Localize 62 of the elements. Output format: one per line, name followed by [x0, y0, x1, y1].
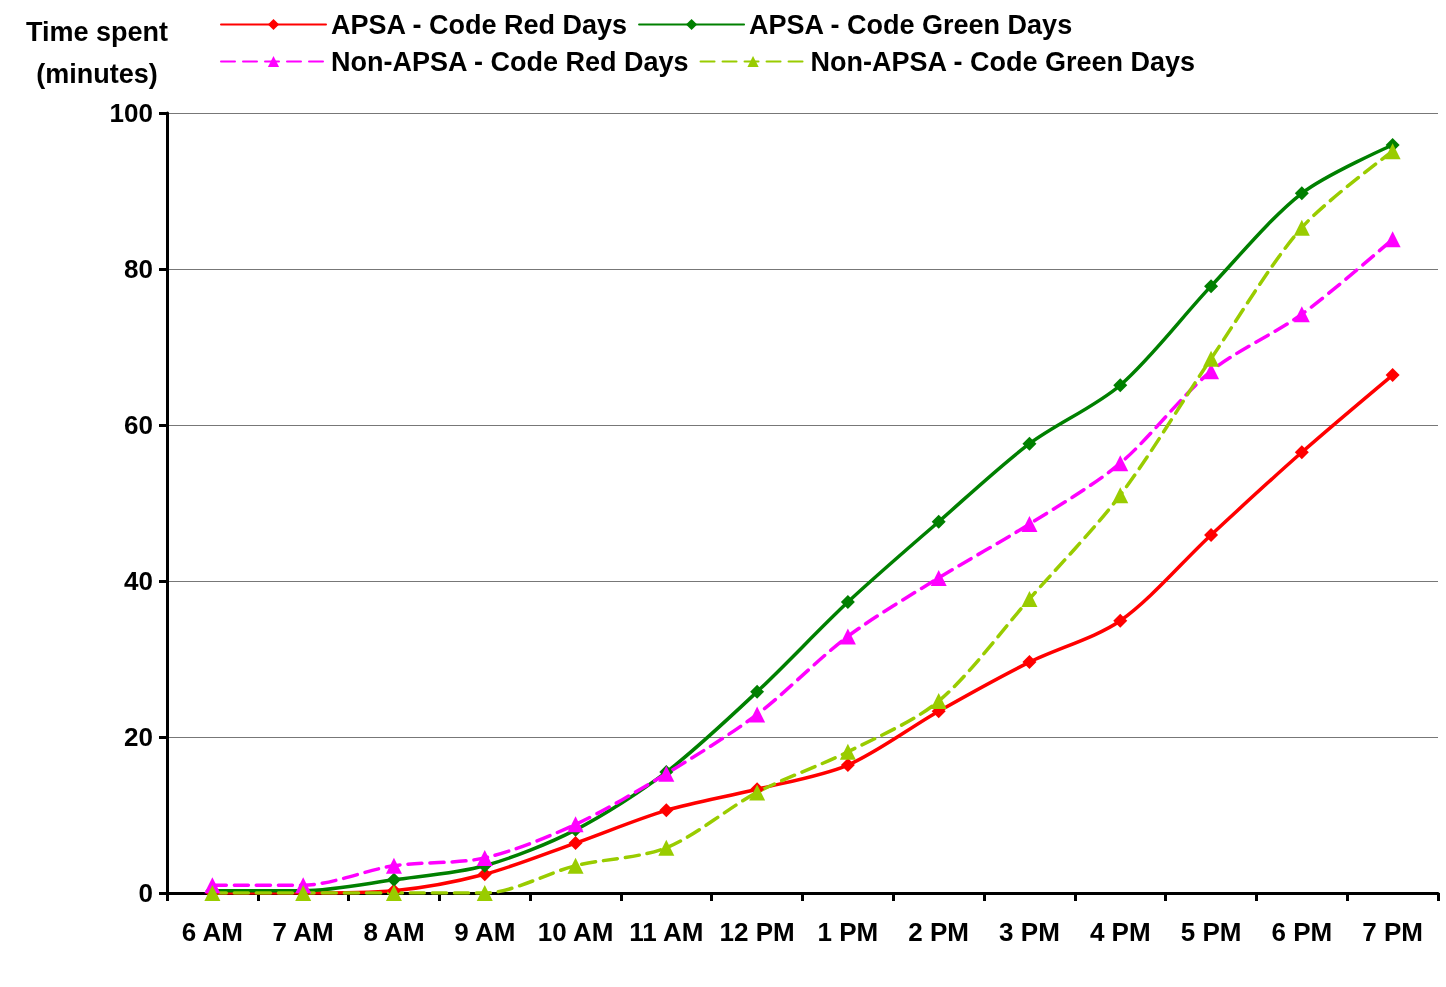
- point: [1113, 378, 1128, 393]
- x-tick-label: 7 AM: [272, 917, 334, 947]
- point: [1294, 186, 1309, 201]
- x-tick-label: 7 PM: [1362, 917, 1423, 947]
- point: [840, 595, 855, 610]
- point: [931, 514, 946, 529]
- y-tick-label: 60: [124, 410, 153, 440]
- x-tick-label: 9 AM: [454, 917, 516, 947]
- point: [839, 743, 856, 760]
- x-tick-label: 5 PM: [1180, 917, 1242, 947]
- point: [1022, 655, 1037, 670]
- legend-label: APSA - Code Green Days: [749, 9, 1073, 40]
- point: [1113, 613, 1128, 628]
- point: [930, 569, 947, 586]
- point: [1293, 219, 1310, 236]
- point: [840, 758, 855, 773]
- legend-label: Non-APSA - Code Red Days: [331, 46, 689, 77]
- point: [1384, 143, 1401, 160]
- y-tick-label: 100: [109, 98, 153, 128]
- point: [1294, 445, 1309, 460]
- point: [1385, 368, 1400, 383]
- point: [568, 836, 583, 851]
- y-tick-label: 40: [124, 566, 153, 596]
- point: [386, 872, 401, 887]
- point: [749, 706, 766, 723]
- point: [659, 803, 674, 818]
- x-tick-label: 11 AM: [629, 917, 704, 947]
- x-tick-label: 6 PM: [1271, 917, 1333, 947]
- point: [476, 849, 493, 866]
- point: [1112, 487, 1129, 504]
- point: [385, 857, 402, 874]
- point: [839, 628, 856, 645]
- point: [567, 816, 584, 833]
- point: [1204, 279, 1219, 294]
- point: [1293, 306, 1310, 323]
- x-tick-label: 12 PM: [719, 917, 795, 947]
- x-tick-label: 6 AM: [181, 917, 243, 947]
- x-tick-label: 4 PM: [1089, 917, 1151, 947]
- point: [567, 857, 584, 874]
- y-axis-title: Time spent (minutes): [25, 17, 169, 89]
- legend-label: Non-APSA - Code Green Days: [810, 46, 1196, 77]
- point: [1021, 590, 1038, 607]
- point: [1112, 455, 1129, 472]
- point: [476, 885, 493, 901]
- y-tick-label: 80: [124, 254, 153, 284]
- legend-label: APSA - Code Red Days: [331, 9, 628, 40]
- x-tick-label: 10 AM: [537, 917, 614, 947]
- x-tick-label: 2 PM: [908, 917, 970, 947]
- point: [1384, 231, 1401, 248]
- point: [750, 684, 765, 699]
- x-tick-label: 8 AM: [363, 917, 425, 947]
- x-tick-label: 3 PM: [999, 917, 1060, 947]
- point: [1204, 527, 1219, 542]
- x-tick-label: 1 PM: [817, 917, 879, 947]
- y-tick-label: 0: [138, 878, 153, 908]
- y-tick-label: 20: [124, 722, 153, 752]
- point: [930, 693, 947, 710]
- point: [749, 784, 766, 801]
- point: [1021, 516, 1038, 533]
- point: [658, 839, 675, 856]
- point: [1022, 436, 1037, 451]
- point: [1203, 350, 1220, 367]
